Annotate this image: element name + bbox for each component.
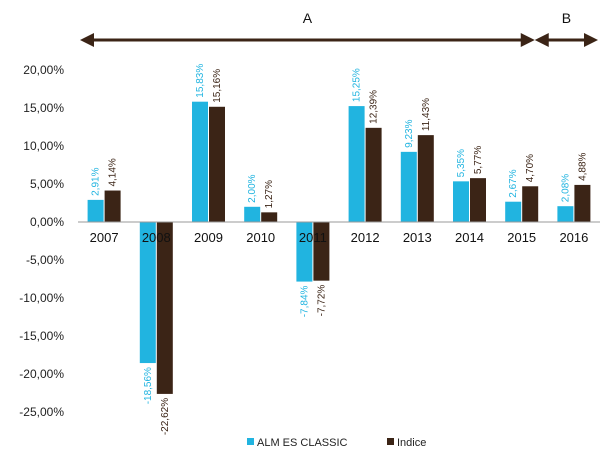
period-label: B xyxy=(562,10,571,26)
data-label: -22,62% xyxy=(160,398,171,435)
legend-label: Indice xyxy=(397,437,426,449)
x-category-label: 2007 xyxy=(90,230,119,245)
y-tick-label: -5,00% xyxy=(26,253,64,267)
bars xyxy=(88,102,591,394)
x-category-label: 2014 xyxy=(455,230,484,245)
data-label: -7,84% xyxy=(299,285,310,317)
x-category-label: 2011 xyxy=(299,230,327,245)
arrow-head-left-icon xyxy=(535,33,549,47)
bar-alm-es-classic xyxy=(244,207,260,222)
x-category-label: 2008 xyxy=(142,230,171,245)
arrow-head-right-icon xyxy=(584,33,598,47)
data-label: 15,16% xyxy=(212,69,223,103)
bar-alm-es-classic xyxy=(401,152,417,222)
legend-swatch-icon xyxy=(247,438,254,445)
data-label: 2,08% xyxy=(560,174,571,202)
data-label: 15,25% xyxy=(352,68,363,102)
data-label: 5,35% xyxy=(456,149,467,177)
bar-alm-es-classic xyxy=(453,181,469,222)
legend: ALM ES CLASSIC Indice xyxy=(247,437,426,449)
bar-indice xyxy=(261,212,277,222)
bar-alm-es-classic xyxy=(349,106,365,222)
legend-swatch-icon xyxy=(387,438,394,445)
x-category-label: 2015 xyxy=(507,230,536,245)
bar-alm-es-classic xyxy=(505,202,521,222)
data-label: 2,00% xyxy=(247,174,258,202)
legend-label: ALM ES CLASSIC xyxy=(257,437,348,449)
y-tick-label: -25,00% xyxy=(19,405,64,419)
bar-alm-es-classic xyxy=(557,206,573,222)
data-label: 12,39% xyxy=(369,90,380,124)
period-label: A xyxy=(303,10,313,26)
x-axis-categories: 2007 2008 2009 2010 2011 2012 2013 2014 2015 2016 xyxy=(90,230,589,245)
y-tick-label: 20,00% xyxy=(23,63,64,77)
y-tick-label: 5,00% xyxy=(30,177,64,191)
x-category-label: 2016 xyxy=(559,230,588,245)
x-category-label: 2012 xyxy=(351,230,380,245)
bar-indice xyxy=(470,178,486,222)
data-label: 1,27% xyxy=(264,180,275,208)
data-label: 9,23% xyxy=(404,119,415,147)
bar-alm-es-classic xyxy=(88,200,104,222)
arrow-head-left-icon xyxy=(80,33,94,47)
data-label: 2,67% xyxy=(508,169,519,197)
y-tick-label: -15,00% xyxy=(19,329,64,343)
data-label: 4,88% xyxy=(577,152,588,180)
x-category-label: 2009 xyxy=(194,230,223,245)
data-label: 2,91% xyxy=(91,167,102,195)
bar-indice xyxy=(157,222,173,394)
data-label: 4,14% xyxy=(108,158,119,186)
data-label: 5,77% xyxy=(473,146,484,174)
data-label: 4,70% xyxy=(525,154,536,182)
bar-indice xyxy=(209,107,225,222)
y-tick-label: 15,00% xyxy=(23,101,64,115)
arrow-head-right-icon xyxy=(521,33,535,47)
bar-indice xyxy=(366,128,382,222)
bar-indice xyxy=(418,135,434,222)
y-tick-label: 0,00% xyxy=(30,215,64,229)
x-category-label: 2013 xyxy=(403,230,432,245)
bar-indice xyxy=(574,185,590,222)
data-label: -18,56% xyxy=(143,367,154,404)
x-category-label: 2010 xyxy=(246,230,275,245)
bar-indice xyxy=(105,191,121,222)
data-label: -7,72% xyxy=(316,285,327,317)
y-tick-label: -10,00% xyxy=(19,291,64,305)
y-axis-ticks: 20,00% 15,00% 10,00% 5,00% 0,00% -5,00% -10,00… xyxy=(19,63,64,419)
bar-alm-es-classic xyxy=(192,102,208,222)
data-label: 11,43% xyxy=(421,98,432,131)
data-label: 15,83% xyxy=(195,64,206,98)
y-tick-label: -20,00% xyxy=(19,367,64,381)
y-tick-label: 10,00% xyxy=(23,139,64,153)
bar-indice xyxy=(522,186,538,222)
